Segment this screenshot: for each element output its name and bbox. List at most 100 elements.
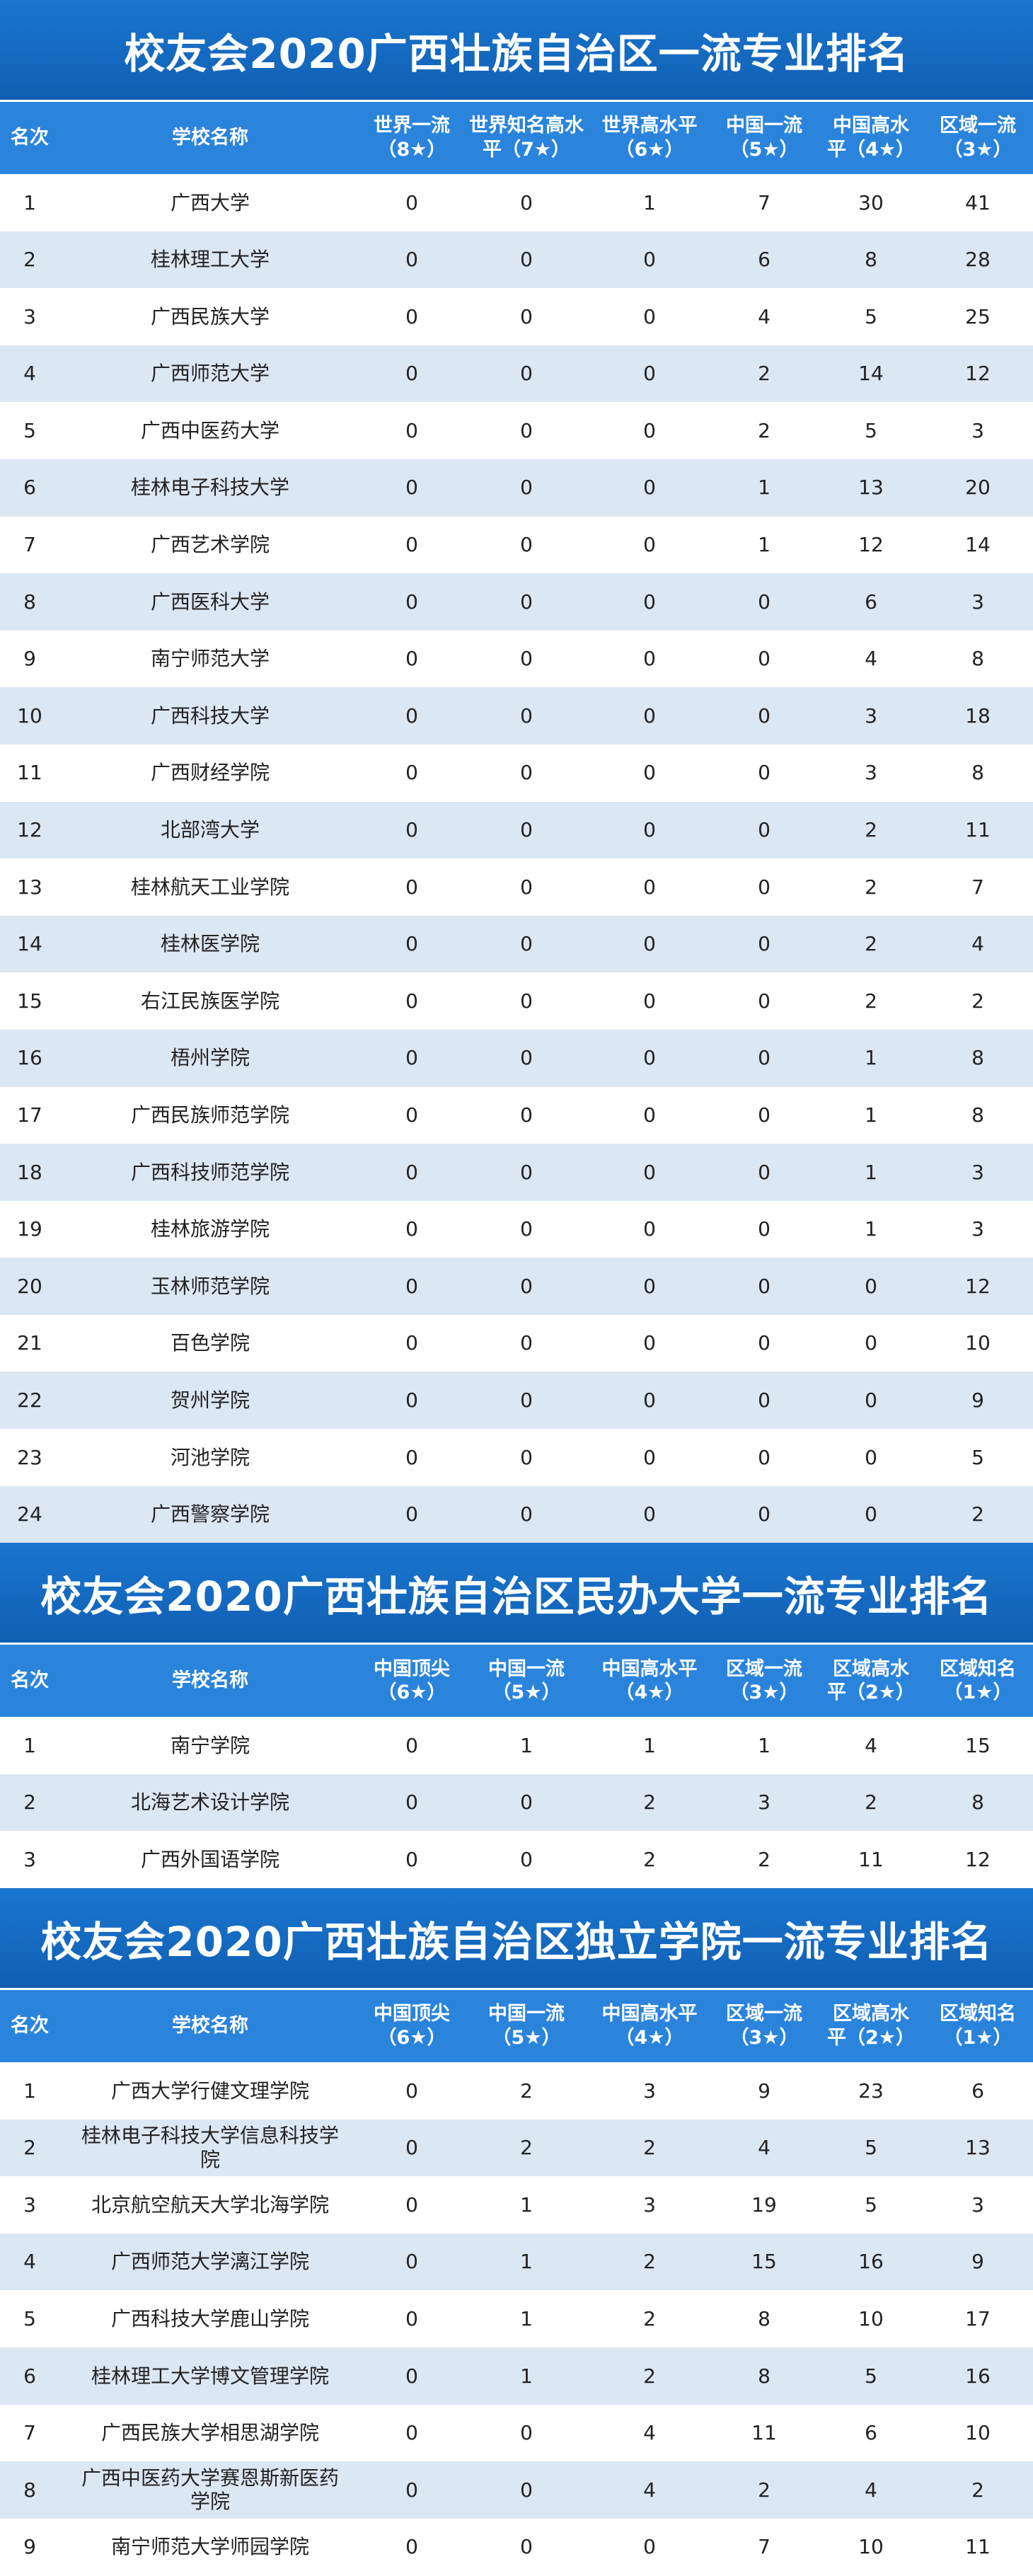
table-row: 1 广西大学行健文理学院 0 2 3 9 23 6 <box>0 2062 1033 2120</box>
school-name: 广西民族大学相思湖学院 <box>100 2421 319 2445</box>
count-cell: 2 <box>643 2250 656 2274</box>
count-cell: 0 <box>758 989 771 1013</box>
school-name: 广西科技大学鹿山学院 <box>110 2306 309 2330</box>
count-cell: 0 <box>405 1790 418 1815</box>
count-cell: 0 <box>520 1790 533 1815</box>
header-cell: 名次 <box>11 1669 49 1692</box>
school-name: 广西民族大学 <box>150 304 270 328</box>
count-cell: 4 <box>865 647 877 671</box>
count-cell: 0 <box>758 703 771 728</box>
count-cell: 0 <box>758 1388 771 1412</box>
count-cell: 3 <box>971 1217 984 1241</box>
count-cell: 0 <box>758 761 771 785</box>
count-cell: 14 <box>858 362 884 386</box>
count-cell: 1 <box>865 1046 877 1070</box>
rank: 1 <box>23 1733 36 1757</box>
count-cell: 4 <box>971 932 984 956</box>
rank: 3 <box>23 2192 36 2216</box>
count-cell: 0 <box>405 2136 418 2160</box>
header-cell: 世界高水平（6★） <box>601 115 698 161</box>
count-cell: 0 <box>405 418 418 442</box>
rank: 12 <box>17 818 42 842</box>
count-cell: 0 <box>405 1274 418 1298</box>
count-cell: 0 <box>405 2250 418 2274</box>
count-cell: 3 <box>971 1160 984 1184</box>
count-cell: 0 <box>405 533 418 557</box>
count-cell: 2 <box>865 932 877 956</box>
count-cell: 0 <box>758 818 771 842</box>
header-row: 名次 学校名称 中国顶尖（6★） 中国一流（5★） 中国高水平（4★） 区域一流（3★） 区… <box>0 1990 1033 2063</box>
count-cell: 0 <box>520 2421 533 2445</box>
table-row: 2 桂林理工大学 0 0 0 6 8 28 <box>0 231 1033 289</box>
count-cell: 0 <box>758 1274 771 1298</box>
count-cell: 0 <box>520 818 533 842</box>
rank: 7 <box>23 2421 36 2445</box>
count-cell: 0 <box>405 989 418 1013</box>
header-cell: 世界一流（8★） <box>374 115 450 161</box>
school-name: 广西民族师范学院 <box>130 1103 289 1127</box>
table-row: 6 桂林理工大学博文管理学院 0 1 2 8 5 16 <box>0 2347 1033 2405</box>
count-cell: 0 <box>520 761 533 785</box>
count-cell: 2 <box>643 1790 656 1815</box>
count-cell: 13 <box>965 2136 991 2160</box>
header-cell: 中国高水平（4★） <box>601 1657 698 1704</box>
rank: 2 <box>23 2136 36 2160</box>
count-cell: 4 <box>758 304 771 328</box>
count-cell: 0 <box>643 304 656 328</box>
count-cell: 0 <box>405 761 418 785</box>
count-cell: 0 <box>643 1388 656 1412</box>
school-name: 北京航空航天大学北海学院 <box>91 2192 329 2216</box>
count-cell: 2 <box>643 2136 656 2160</box>
table-row: 6 桂林电子科技大学 0 0 0 1 13 20 <box>0 459 1033 517</box>
rank: 16 <box>17 1046 42 1070</box>
count-cell: 0 <box>520 1388 533 1412</box>
count-cell: 0 <box>405 2364 418 2388</box>
count-cell: 0 <box>758 1445 771 1469</box>
school-name: 广西中医药大学 <box>140 418 279 442</box>
count-cell: 0 <box>643 476 656 500</box>
count-cell: 0 <box>643 1331 656 1355</box>
count-cell: 0 <box>405 190 418 214</box>
count-cell: 18 <box>965 703 991 728</box>
table-row: 11 广西财经学院 0 0 0 0 3 8 <box>0 744 1033 802</box>
school-name: 桂林理工大学 <box>150 248 270 272</box>
count-cell: 23 <box>858 2078 884 2103</box>
table-row: 22 贺州学院 0 0 0 0 0 9 <box>0 1372 1033 1430</box>
count-cell: 2 <box>971 989 984 1013</box>
count-cell: 8 <box>971 761 984 785</box>
header-cell: 中国顶尖（6★） <box>374 2003 450 2049</box>
table-row: 7 广西民族大学相思湖学院 0 0 4 11 6 10 <box>0 2405 1033 2462</box>
count-cell: 8 <box>758 2306 771 2330</box>
count-cell: 11 <box>751 2421 777 2445</box>
rank: 9 <box>23 2535 36 2559</box>
count-cell: 2 <box>971 2478 984 2502</box>
count-cell: 0 <box>643 818 656 842</box>
count-cell: 0 <box>520 476 533 500</box>
count-cell: 0 <box>520 1046 533 1070</box>
table-row: 15 右江民族医学院 0 0 0 0 2 2 <box>0 972 1033 1030</box>
school-name: 广西师范大学 <box>150 362 270 386</box>
table-row: 24 广西警察学院 0 0 0 0 0 2 <box>0 1485 1033 1543</box>
count-cell: 1 <box>643 1733 656 1757</box>
count-cell: 2 <box>643 2306 656 2330</box>
count-cell: 0 <box>405 304 418 328</box>
count-cell: 1 <box>758 476 771 500</box>
school-name: 北部湾大学 <box>160 818 260 842</box>
table-row: 3 广西民族大学 0 0 0 4 5 25 <box>0 288 1033 345</box>
count-cell: 7 <box>758 190 771 214</box>
rank: 1 <box>23 2078 36 2103</box>
count-cell: 0 <box>520 590 533 614</box>
school-name: 广西大学行健文理学院 <box>110 2078 309 2103</box>
count-cell: 0 <box>520 418 533 442</box>
rank: 13 <box>17 875 42 899</box>
count-cell: 0 <box>405 1502 418 1526</box>
rank: 5 <box>23 2306 36 2330</box>
count-cell: 9 <box>758 2078 771 2103</box>
count-cell: 1 <box>643 190 656 214</box>
count-cell: 16 <box>858 2250 884 2274</box>
table-row: 1 南宁学院 0 1 1 1 4 15 <box>0 1717 1033 1774</box>
count-cell: 5 <box>865 2192 877 2216</box>
table-row: 18 广西科技师范学院 0 0 0 0 1 3 <box>0 1144 1033 1201</box>
count-cell: 0 <box>405 248 418 272</box>
table-row: 2 桂林电子科技大学信息科技学院 0 2 2 4 5 13 <box>0 2119 1033 2177</box>
